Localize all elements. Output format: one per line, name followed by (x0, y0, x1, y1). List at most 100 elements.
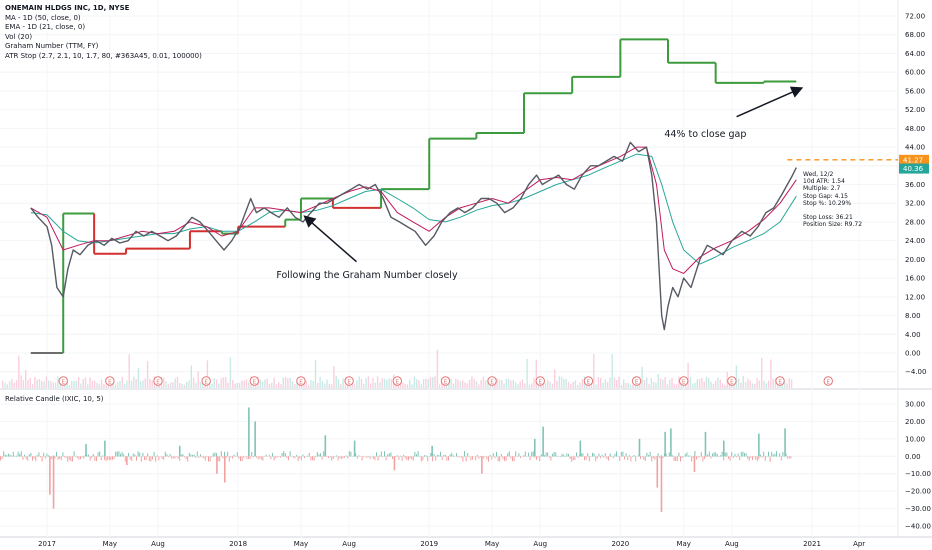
relative-candle (582, 453, 584, 457)
relative-candle (323, 451, 325, 457)
volume-bar (531, 383, 533, 388)
volume-bar (406, 384, 409, 388)
volume-bar (478, 384, 480, 388)
earnings-marker (249, 376, 260, 386)
relative-candle (187, 456, 189, 462)
relative-candle (209, 456, 211, 462)
relative-candle (374, 456, 376, 461)
relative-candle (536, 456, 537, 460)
volume-bar (655, 382, 657, 388)
info-stop-loss: Stop Loss: 36.21 (803, 214, 853, 222)
relative-candle (705, 456, 707, 458)
relative-candle (704, 456, 705, 459)
volume-bar (786, 383, 788, 388)
volume-bar (259, 379, 261, 388)
volume-bar (724, 384, 726, 388)
relative-candle (179, 456, 181, 462)
relative-candle (712, 453, 713, 457)
volume-bar (595, 384, 597, 388)
earnings-marker (727, 376, 737, 386)
volume-bar (473, 379, 475, 388)
relative-candle (356, 456, 358, 459)
relative-candle (740, 451, 742, 457)
relative-candle (124, 456, 126, 462)
x-tick-label: Aug (533, 540, 547, 548)
relative-candle (718, 456, 720, 458)
volume-bar (13, 382, 15, 388)
relative-candle (129, 456, 131, 460)
volume-bar (402, 382, 404, 388)
relative-candle (688, 455, 689, 457)
relative-candle (404, 456, 406, 459)
volume-bar (399, 383, 402, 388)
relative-candle-spike (216, 456, 218, 474)
relative-candle (772, 454, 774, 457)
relative-candle (488, 456, 489, 462)
relative-candle-spike (248, 407, 250, 457)
relative-candle (561, 453, 563, 457)
relative-candle (611, 455, 613, 457)
relative-candle (588, 456, 590, 462)
volume-bar (163, 377, 165, 388)
volume-bar (227, 382, 229, 388)
relative-candle (683, 456, 685, 457)
volume-bar (126, 380, 128, 388)
grid (0, 0, 932, 538)
relative-candle (737, 453, 739, 457)
relative-candle (276, 456, 278, 458)
relative-candle (681, 456, 683, 459)
volume-bar (337, 379, 340, 388)
volume-bar (565, 378, 567, 388)
relative-candle (310, 456, 312, 461)
earnings-marker-label: E (444, 380, 448, 386)
earnings-marker (392, 376, 402, 386)
relative-candle (651, 456, 653, 462)
relative-candle (480, 456, 481, 458)
relative-candle (724, 452, 726, 457)
relative-candle (764, 456, 766, 461)
relative-candle (150, 456, 152, 462)
relative-candle (211, 456, 213, 458)
relative-candle (753, 456, 755, 458)
volume-bar (593, 354, 595, 388)
relative-candle (425, 455, 427, 457)
relative-candle (742, 451, 744, 457)
relative-candle (440, 451, 441, 457)
relative-candle (144, 456, 145, 460)
volume-bar (689, 377, 692, 388)
volume-bar (330, 384, 333, 388)
volume-bar (261, 381, 264, 388)
relative-candle (614, 453, 616, 457)
volume-bar (310, 380, 312, 388)
volume-bar (664, 376, 666, 388)
relative-candle (334, 456, 336, 457)
relative-candle (408, 456, 409, 461)
relative-candle (222, 456, 224, 459)
relative-candle (601, 454, 603, 457)
volume-bar (728, 383, 731, 388)
relative-candle (707, 454, 709, 457)
volume-bar (278, 382, 280, 388)
relative-candle (182, 454, 184, 457)
volume-bar (192, 377, 195, 388)
volume-bar (128, 354, 130, 388)
annotations: Following the Graham Number closely 44% t… (276, 86, 804, 281)
volume-bar (137, 367, 140, 388)
legend-ema: EMA - 1D (21, close, 0) (5, 23, 86, 31)
relative-candle (531, 451, 533, 457)
relative-candle (152, 456, 153, 460)
volume-bar (356, 379, 358, 388)
relative-candle (728, 456, 729, 459)
relative-candle (523, 455, 525, 457)
volume-bar (342, 378, 344, 388)
relative-candle (665, 453, 667, 457)
relative-candle (401, 456, 403, 461)
relative-candle (300, 456, 302, 461)
volume-bar (15, 379, 18, 388)
volume-bar (432, 377, 434, 388)
volume-bar (169, 382, 172, 388)
relative-candle (537, 456, 539, 458)
volume-bar (613, 377, 616, 388)
relative-candle (315, 456, 317, 458)
relative-candle (145, 456, 147, 461)
